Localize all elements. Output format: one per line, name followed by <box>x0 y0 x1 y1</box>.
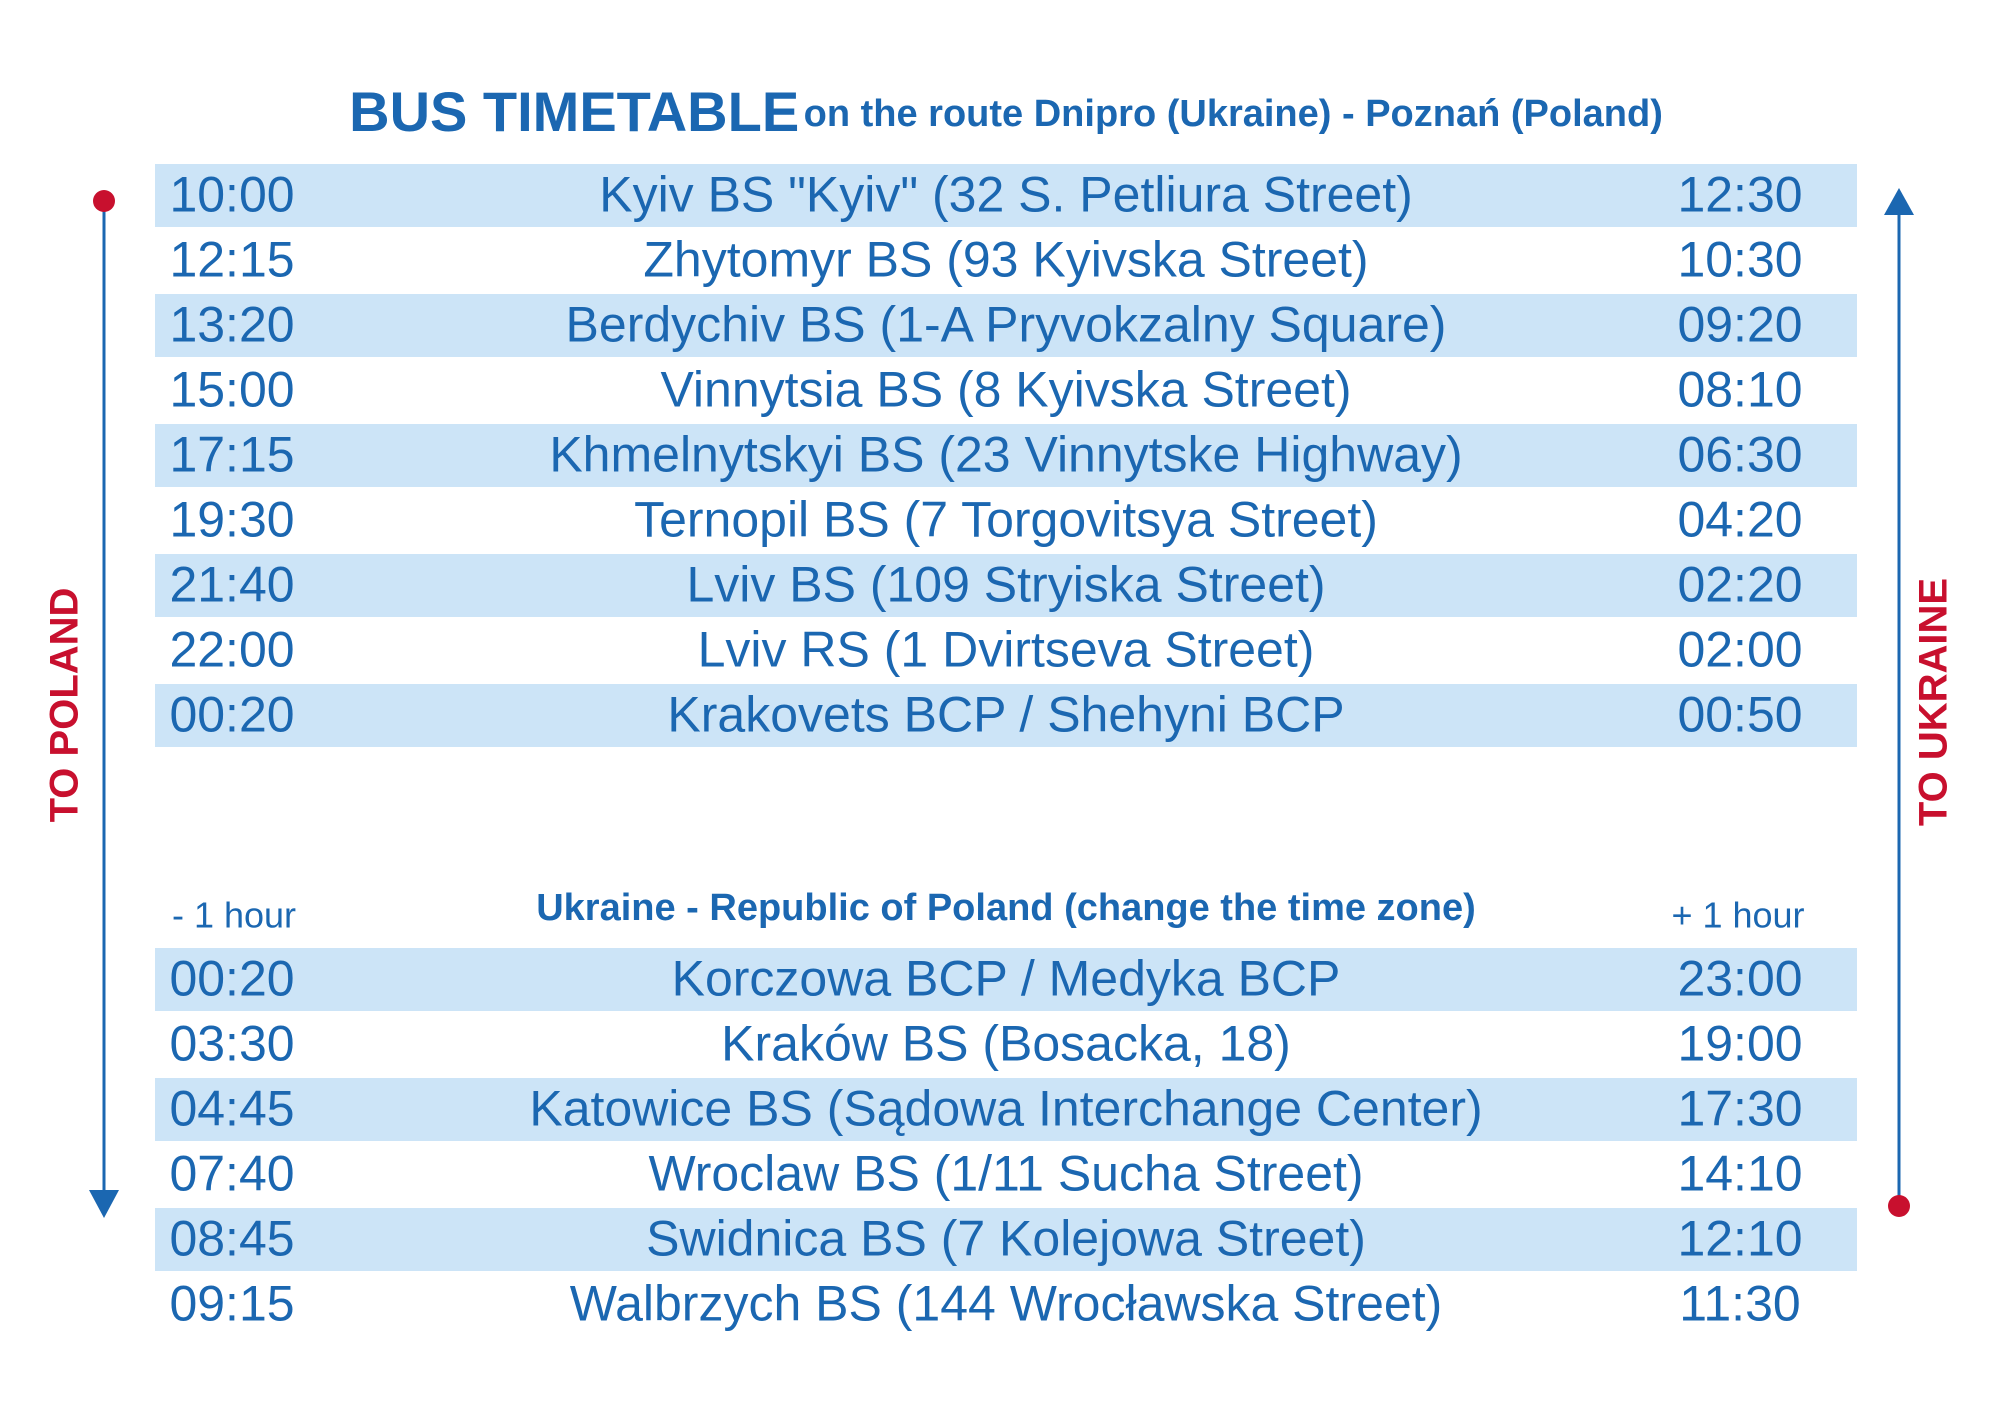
departure-time: 13:20 <box>169 297 294 353</box>
time-zone-center: Ukraine - Republic of Poland (change the… <box>536 887 1476 929</box>
time-zone-right: + 1 hour <box>1671 895 1804 936</box>
return-time: 04:20 <box>1677 492 1802 548</box>
right-label: TO UKRAINE <box>1912 578 1956 826</box>
departure-time: 07:40 <box>169 1146 294 1202</box>
return-time: 11:30 <box>1679 1276 1800 1332</box>
stop-name: Khmelnytskyi BS (23 Vinnytske Highway) <box>549 427 1462 483</box>
departure-time: 00:20 <box>169 687 294 743</box>
stop-name: Wroclaw BS (1/11 Sucha Street) <box>648 1146 1363 1202</box>
return-time: 06:30 <box>1677 427 1802 483</box>
departure-time: 12:15 <box>169 232 294 288</box>
departure-time: 04:45 <box>169 1081 294 1137</box>
stop-name: Vinnytsia BS (8 Kyivska Street) <box>660 362 1351 418</box>
return-time: 12:30 <box>1677 167 1802 223</box>
row-background <box>155 164 1857 227</box>
time-zone-left: - 1 hour <box>172 895 296 936</box>
stop-name: Walbrzych BS (144 Wrocławska Street) <box>570 1276 1443 1332</box>
return-time: 02:20 <box>1677 557 1802 613</box>
left-label: TO POLAND <box>43 588 87 823</box>
stop-name: Ternopil BS (7 Torgovitsya Street) <box>634 492 1378 548</box>
departure-time: 00:20 <box>169 951 294 1007</box>
row-background <box>155 948 1857 1011</box>
return-time: 00:50 <box>1677 687 1802 743</box>
stop-name: Kyiv BS "Kyiv" (32 S. Petliura Street) <box>599 167 1413 223</box>
stop-name: Kraków BS (Bosacka, 18) <box>721 1016 1291 1072</box>
stop-name: Lviv RS (1 Dvirtseva Street) <box>698 622 1315 678</box>
return-time: 12:10 <box>1677 1211 1802 1267</box>
row-background <box>155 1078 1857 1141</box>
stop-name: Zhytomyr BS (93 Kyivska Street) <box>643 232 1368 288</box>
right-arrow-start <box>1888 1195 1910 1217</box>
subtitle: on the route Dnipro (Ukraine) - Poznań (… <box>804 93 1663 135</box>
title: BUS TIMETABLE <box>349 80 799 143</box>
return-time: 19:00 <box>1677 1016 1802 1072</box>
stop-name: Lviv BS (109 Stryiska Street) <box>686 557 1325 613</box>
return-time: 10:30 <box>1677 232 1802 288</box>
stop-name: Berdychiv BS (1-A Pryvokzalny Square) <box>566 297 1447 353</box>
stop-name: Krakovets BCP / Shehyni BCP <box>667 687 1344 743</box>
stop-name: Korczowa BCP / Medyka BCP <box>672 951 1341 1007</box>
stop-name: Swidnica BS (7 Kolejowa Street) <box>646 1211 1366 1267</box>
return-time: 14:10 <box>1677 1146 1802 1202</box>
row-background <box>155 684 1857 747</box>
return-time: 23:00 <box>1677 951 1802 1007</box>
departure-time: 21:40 <box>169 557 294 613</box>
return-time: 17:30 <box>1677 1081 1802 1137</box>
departure-time: 10:00 <box>169 167 294 223</box>
row-background <box>155 1208 1857 1271</box>
departure-time: 22:00 <box>169 622 294 678</box>
row-background <box>155 294 1857 357</box>
left-arrow-start <box>93 190 115 212</box>
row-background <box>155 424 1857 487</box>
title-line: BUS TIMETABLE on the route Dnipro (Ukrai… <box>349 80 1663 143</box>
left-arrow-head <box>89 1190 119 1218</box>
right-arrow-head <box>1884 188 1914 215</box>
return-time: 02:00 <box>1677 622 1802 678</box>
return-time: 09:20 <box>1677 297 1802 353</box>
departure-time: 03:30 <box>169 1016 294 1072</box>
departure-time: 09:15 <box>169 1276 294 1332</box>
departure-time: 19:30 <box>169 492 294 548</box>
stop-name: Katowice BS (Sądowa Interchange Center) <box>529 1081 1482 1137</box>
row-background <box>155 554 1857 617</box>
departure-time: 08:45 <box>169 1211 294 1267</box>
departure-time: 17:15 <box>169 427 294 483</box>
departure-time: 15:00 <box>169 362 294 418</box>
return-time: 08:10 <box>1677 362 1802 418</box>
